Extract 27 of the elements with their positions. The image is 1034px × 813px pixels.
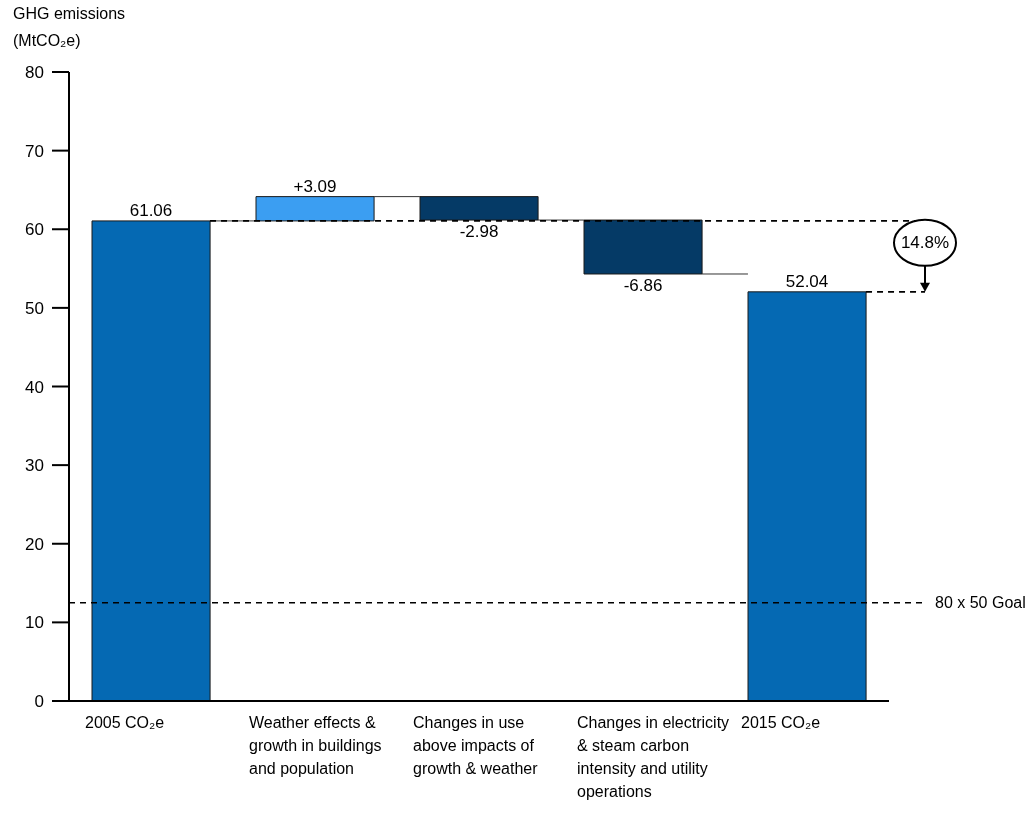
x-tick-label: 2005 CO₂e	[85, 713, 166, 733]
bar	[747, 291, 867, 701]
bar	[91, 220, 211, 701]
data-label: -2.98	[459, 222, 499, 242]
y-axis-title: GHG emissions (MtCO₂e)	[13, 4, 127, 51]
y-tick-label: 20	[25, 534, 44, 554]
y-tick-label: 10	[25, 613, 44, 633]
y-tick-label: 50	[25, 298, 44, 318]
data-label: 61.06	[129, 200, 173, 220]
data-label: -6.86	[623, 275, 663, 295]
x-tick-label: Changes in electricity & steam carbon intensity and utility operations	[577, 713, 731, 802]
bar	[255, 196, 375, 222]
bar	[583, 219, 703, 275]
x-tick-label: 2015 CO₂e	[741, 713, 822, 733]
bar	[419, 196, 539, 221]
y-tick-label: 30	[25, 456, 44, 476]
y-tick-label: 80	[25, 63, 44, 83]
annotation: 14.8%	[900, 233, 950, 253]
y-tick-label: 70	[25, 141, 44, 161]
data-label: +3.09	[293, 176, 337, 196]
data-label: 52.04	[785, 271, 829, 291]
y-tick-label: 40	[25, 377, 44, 397]
y-tick-label: 60	[25, 220, 44, 240]
ref-line-label: 80 x 50 Goal	[935, 594, 1026, 612]
x-tick-label: Changes in use above impacts of growth & weather	[413, 713, 539, 779]
x-tick-label: Weather effects & growth in buildings and population	[249, 713, 383, 779]
y-tick-label: 0	[34, 692, 44, 712]
